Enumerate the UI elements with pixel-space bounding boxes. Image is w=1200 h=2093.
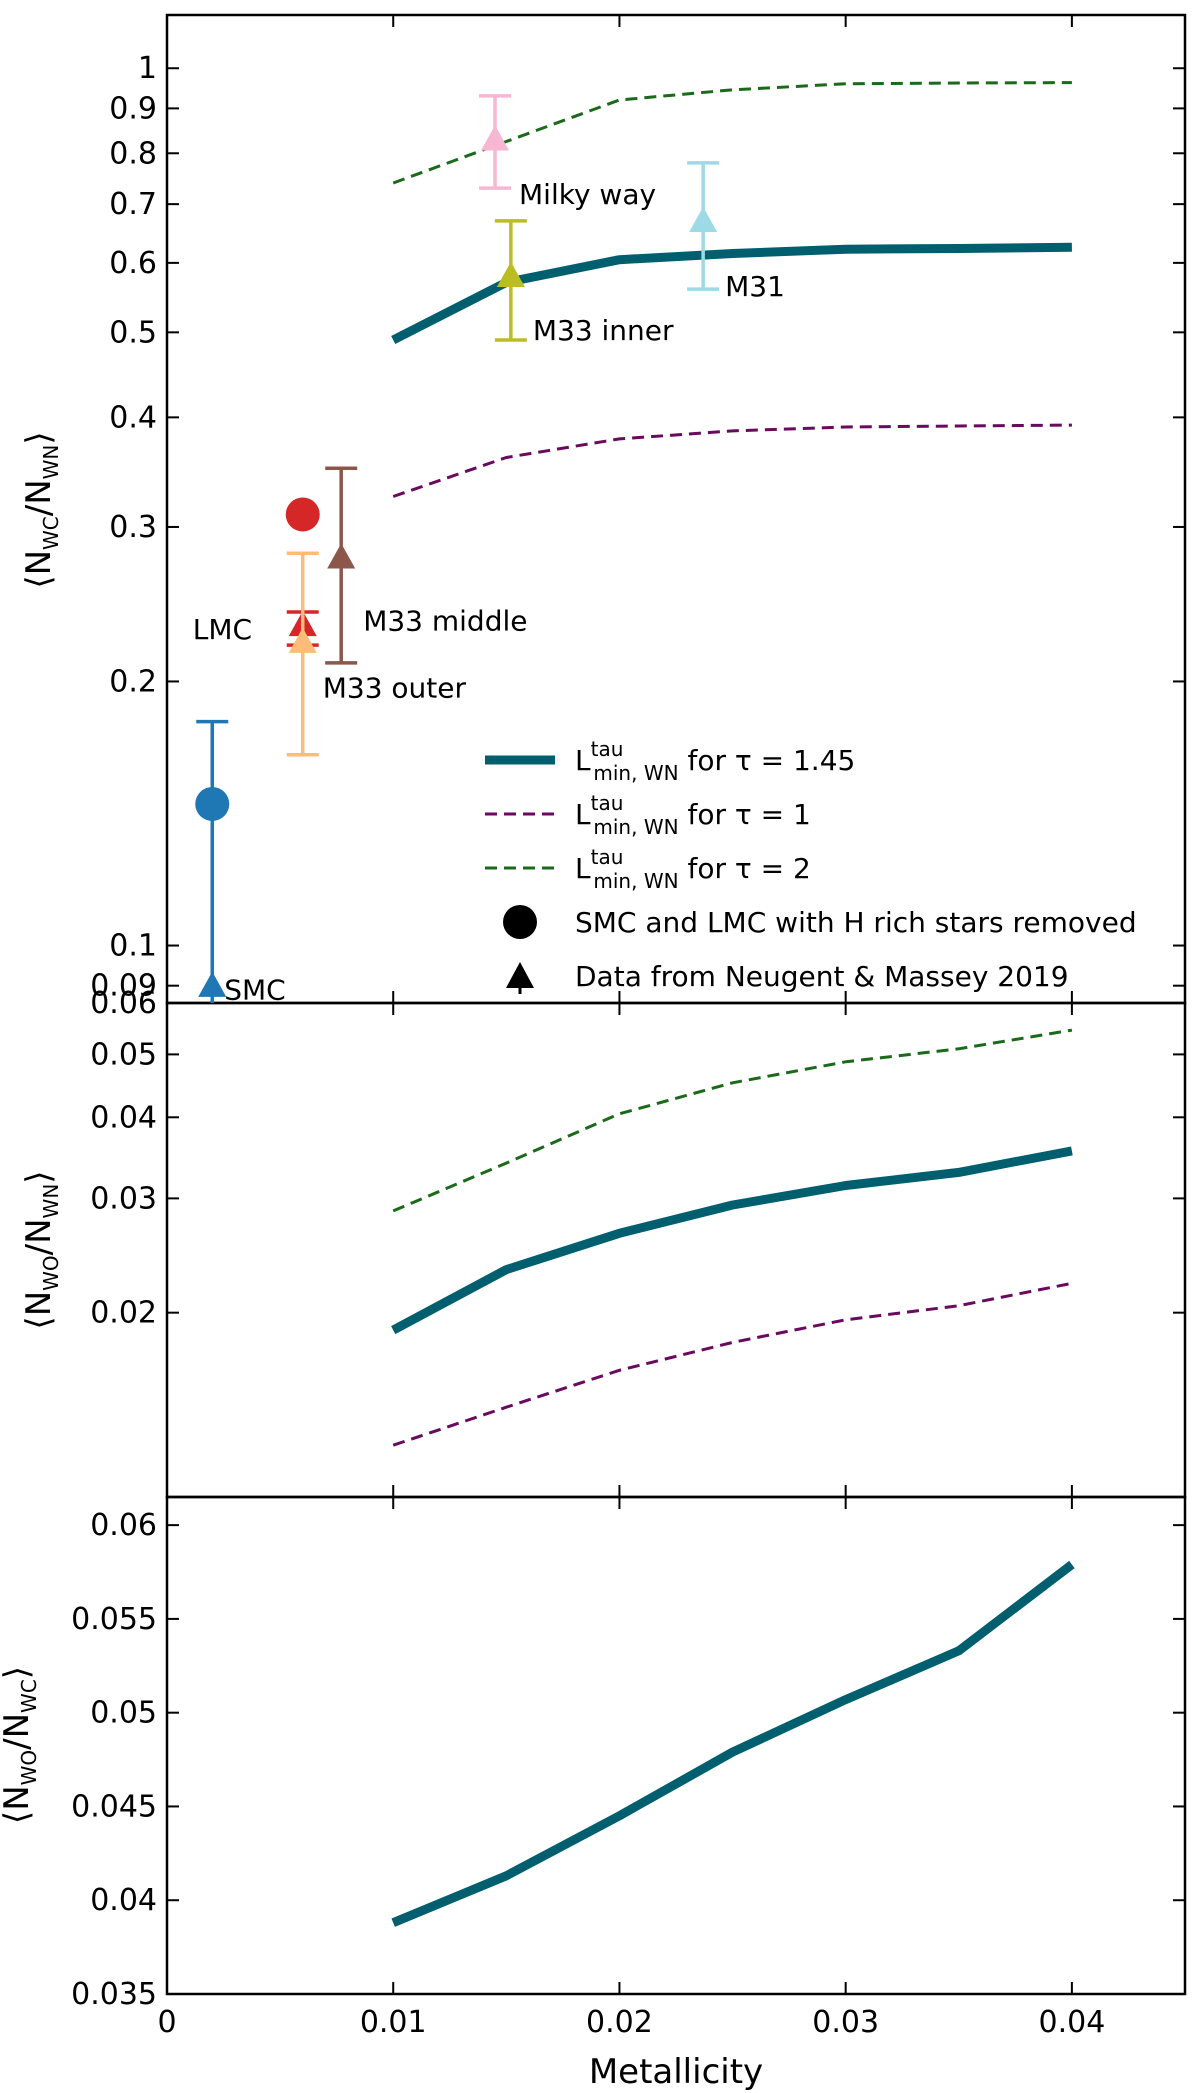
- p0-ytick-label-8: 0.8: [109, 136, 157, 171]
- legend-entry-3: SMC and LMC with H rich stars removed: [503, 905, 1137, 939]
- p0-ytick-label-5: 0.5: [109, 315, 157, 350]
- x-tick-label-3: 0.03: [812, 2005, 879, 2040]
- p0-ytick-label-4: 0.4: [109, 400, 157, 435]
- p0-ytick-label-2: 0.2: [109, 664, 157, 699]
- m33-outer-label: M33 outer: [323, 672, 467, 705]
- lmc-circle-marker: [285, 497, 320, 532]
- plot-layer: 0.09 0.1 0.2 0.3 0.4 0.5 0.6 0.7 0.8 0.9 1 SMC LMC M3…: [71, 15, 1185, 2040]
- m33-inner-point: M33 inner: [494, 219, 674, 347]
- p1-ytick-label-4: 0.06: [90, 986, 157, 1021]
- p0-ytick-label-1: 0.1: [109, 929, 157, 964]
- m31-marker: [689, 206, 718, 233]
- p0-ytick-label-3: 0.3: [109, 510, 157, 545]
- p0-ytick-label-7: 0.7: [109, 187, 157, 222]
- m33-middle-marker: [327, 543, 356, 569]
- p1-ytick-label-2: 0.04: [90, 1100, 157, 1135]
- bottom-ylabel: ⟨NWO/NWC⟩: [0, 1666, 41, 1824]
- legend-swatch-3: [503, 905, 537, 939]
- smc-triangle-label: SMC: [224, 974, 285, 1007]
- milky-way-point: Milky way: [479, 94, 656, 211]
- p0-ytick-label-10: 1: [138, 51, 157, 86]
- legend-entry-2: Ltau min, WN for τ = 2: [485, 845, 811, 893]
- p2-ytick-label-3: 0.05: [90, 1696, 157, 1731]
- m33-outer-marker: [288, 627, 317, 653]
- legend-entry-1: Ltau min, WN for τ = 1: [485, 791, 811, 839]
- p0-ytick-label-6: 0.6: [109, 246, 157, 281]
- milky-way-marker: [481, 125, 510, 151]
- top-ylabel: ⟨NWC/NWN⟩: [19, 431, 63, 588]
- p1-ytick-label-3: 0.05: [90, 1037, 157, 1072]
- legend-label-2: Ltau min, WN for τ = 2: [575, 845, 811, 893]
- bottom-panel-frame: [165, 1495, 1187, 1996]
- m31-point: M31: [687, 161, 785, 303]
- legend-entry-4: Data from Neugent & Massey 2019: [506, 960, 1069, 994]
- p2-ytick-label-5: 0.06: [90, 1508, 157, 1543]
- top-panel-frame: [165, 13, 1187, 1005]
- p1-ytick-label-0: 0.02: [90, 1296, 157, 1331]
- p2-ytick-label-1: 0.04: [90, 1883, 157, 1918]
- smc-triangle-point: SMC: [196, 719, 286, 1007]
- legend-entry-0: Ltau min, WN for τ = 1.45: [485, 737, 855, 785]
- m33-middle-label: M33 middle: [363, 604, 527, 637]
- x-axis-label: Metallicity: [589, 2052, 763, 2092]
- m33-inner-label: M33 inner: [533, 314, 674, 347]
- p2-ytick-label-0: 0.035: [71, 1977, 157, 2012]
- x-tick-label-0: 0: [157, 2005, 176, 2040]
- m33-outer-point: M33 outer: [286, 551, 467, 757]
- p1-ytick-label-1: 0.03: [90, 1181, 157, 1216]
- p2-series-tau145: [391, 1560, 1075, 1927]
- legend-label-4: Data from Neugent & Massey 2019: [575, 960, 1069, 993]
- m33-inner-marker: [496, 261, 525, 287]
- p1-series-tau145: [391, 1146, 1073, 1335]
- p1-series-tau1: [392, 1281, 1073, 1447]
- lmc-circle-point: [285, 497, 320, 532]
- legend-swatch-4: [506, 962, 534, 988]
- milky-way-label: Milky way: [519, 178, 656, 211]
- middle-ylabel: ⟨NWO/NWN⟩: [19, 1170, 63, 1329]
- middle-panel-frame: [165, 1001, 1187, 1499]
- p1-series-tau2: [392, 1028, 1073, 1213]
- smc-triangle-marker: [198, 971, 227, 997]
- p0-series-tau2: [392, 81, 1072, 185]
- legend-label-0: Ltau min, WN for τ = 1.45: [575, 737, 855, 785]
- m31-label: M31: [725, 270, 785, 303]
- p0-ytick-label-9: 0.9: [109, 91, 157, 126]
- p0-ytick-label-0: 0.09: [90, 969, 157, 1004]
- x-tick-label-4: 0.04: [1038, 2005, 1105, 2040]
- legend-label-1: Ltau min, WN for τ = 1: [575, 791, 811, 839]
- p0-series-tau1: [392, 423, 1072, 498]
- lmc-triangle-label: LMC: [193, 613, 252, 646]
- p2-ytick-label-4: 0.055: [71, 1602, 157, 1637]
- legend-label-3: SMC and LMC with H rich stars removed: [575, 906, 1137, 939]
- p2-ytick-label-2: 0.045: [71, 1789, 157, 1824]
- m33-middle-point: M33 middle: [325, 466, 527, 665]
- x-tick-label-1: 0.01: [360, 2005, 427, 2040]
- x-tick-label-2: 0.02: [586, 2005, 653, 2040]
